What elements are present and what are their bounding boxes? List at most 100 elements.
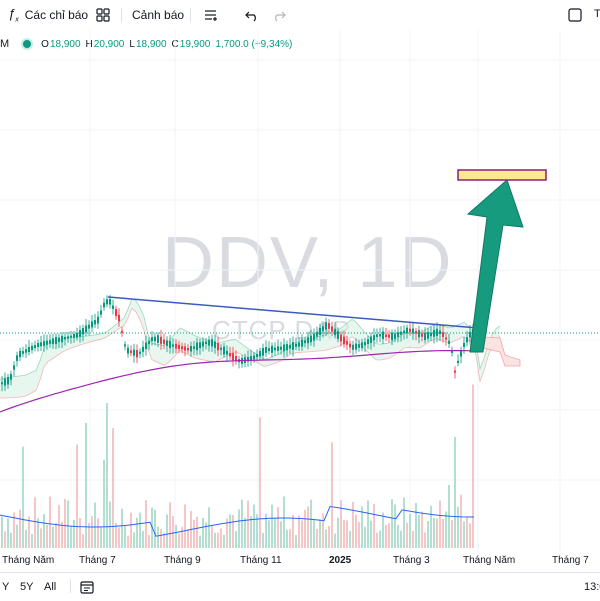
undo-button[interactable] (245, 6, 259, 24)
volume-bar (130, 512, 132, 548)
close-value: 19,900 (179, 38, 211, 50)
volume-bar (451, 520, 453, 548)
volume-bar (226, 518, 228, 548)
candle-body (283, 344, 285, 352)
candle-body (427, 332, 429, 339)
calendar-range-icon[interactable] (80, 580, 94, 594)
volume-bar (13, 512, 15, 548)
alerts-button[interactable]: Cảnh báo (132, 6, 184, 24)
undo-icon (245, 11, 256, 22)
indicator-lines (0, 349, 475, 537)
volume-bar (1, 516, 3, 548)
candle-body (457, 360, 459, 363)
candle-body (421, 333, 423, 337)
volume-bars (1, 384, 474, 548)
volume-bar (91, 516, 93, 548)
volume-bar (337, 517, 339, 548)
xaxis-label: Tháng Năm (2, 555, 55, 566)
volume-bar (304, 509, 306, 548)
candle-body (418, 330, 420, 338)
volume-bar (235, 531, 237, 548)
candle-body (334, 328, 336, 336)
candle-body (331, 326, 333, 332)
volume-bar (100, 526, 102, 548)
candle-body (214, 341, 216, 348)
indicators-label: Các chỉ báo (24, 8, 89, 22)
redo-button[interactable] (272, 6, 286, 24)
target-box[interactable] (457, 169, 547, 181)
candle-body (364, 342, 366, 346)
candle-body (409, 328, 411, 333)
resistance-trendline[interactable] (107, 296, 479, 329)
range-5y-button[interactable]: 5Y (20, 581, 34, 593)
candle-body (337, 331, 339, 339)
candle-body (10, 374, 12, 380)
indicators-button[interactable]: ƒx Các chỉ báo (8, 6, 88, 24)
layout-grid-icon (96, 8, 110, 22)
volume-bar (241, 499, 243, 548)
breakout-arrow[interactable] (466, 179, 524, 353)
volume-bar (388, 523, 390, 548)
candle-body (31, 345, 33, 350)
volume-bar (163, 532, 165, 548)
select-checkbox[interactable] (568, 6, 582, 24)
high-value: 20,900 (93, 38, 125, 50)
volume-bar (238, 509, 240, 548)
candle-body (277, 346, 279, 351)
candle-body (16, 355, 18, 361)
price-chart[interactable] (0, 0, 600, 552)
volume-bar (250, 516, 252, 548)
volume-bar (181, 526, 183, 548)
toolbar-divider (121, 8, 122, 22)
volume-bar (115, 523, 117, 548)
candle-body (46, 340, 48, 345)
candle-body (151, 337, 153, 341)
xaxis-label: Tháng 9 (164, 555, 201, 566)
volume-bar (400, 530, 402, 548)
volume-bar (409, 513, 411, 548)
volume-bar (274, 518, 276, 548)
volume-bar (10, 532, 12, 548)
candle-body (142, 346, 144, 352)
candle-body (361, 342, 363, 349)
volume-bar (175, 524, 177, 548)
templates-button[interactable] (204, 6, 218, 24)
candle-body (463, 342, 465, 348)
volume-bar (217, 532, 219, 548)
candle-body (316, 332, 318, 337)
volume-bar (109, 501, 111, 548)
candle-body (208, 339, 210, 346)
range-all-button[interactable]: All (44, 581, 57, 593)
volume-bar (253, 504, 255, 548)
volume-bar (61, 522, 63, 548)
volume-bar (286, 529, 288, 548)
candle-body (124, 344, 126, 347)
candle-body (115, 309, 117, 317)
candle-body (394, 333, 396, 339)
candle-body (67, 336, 69, 339)
volume-bar (127, 535, 129, 548)
candle-body (247, 357, 249, 362)
top-toolbar: ƒx Các chỉ báo Cảnh báo (0, 0, 600, 30)
layout-button[interactable] (96, 6, 110, 24)
range-1y-button[interactable]: Y (2, 581, 10, 593)
candle-body (358, 344, 360, 348)
candle-body (355, 343, 357, 350)
candle-body (91, 321, 93, 328)
candle-body (88, 324, 90, 329)
candle-body (271, 345, 273, 353)
volume-bar (415, 503, 417, 548)
volume-bar (154, 509, 156, 548)
volume-bar (280, 521, 282, 548)
candle-body (97, 316, 99, 324)
candle-body (295, 343, 297, 347)
clock-time: 13:0 (584, 581, 600, 593)
volume-bar (52, 526, 54, 548)
volume-bar (73, 519, 75, 548)
volume-bar (178, 533, 180, 548)
redo-icon (275, 11, 286, 22)
candle-body (28, 346, 30, 353)
candle-body (349, 343, 351, 348)
volume-bar (118, 527, 120, 548)
candle-body (301, 339, 303, 347)
